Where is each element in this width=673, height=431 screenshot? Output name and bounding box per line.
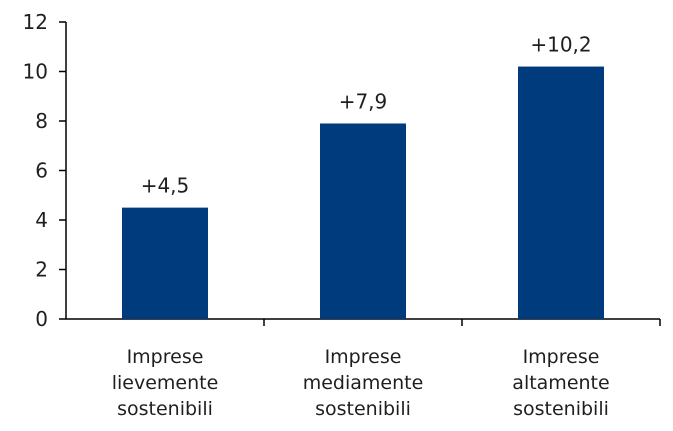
data-label: +7,9: [339, 89, 388, 113]
data-label: +4,5: [141, 174, 190, 198]
category-labels: Imprese lievemente sostenibili Imprese media…: [112, 346, 610, 420]
bars: [122, 66, 604, 319]
y-tick-label: 6: [35, 159, 48, 183]
y-tick-label: 8: [35, 109, 48, 133]
x-category-label-line: Imprese: [127, 346, 204, 368]
x-category-label: Imprese altamente sostenibili: [512, 346, 609, 420]
x-category-label-line: sostenibili: [117, 398, 213, 420]
x-axis: [66, 318, 661, 326]
x-category-label-line: lievemente: [112, 372, 219, 394]
bar: [122, 207, 208, 319]
x-category-label-line: sostenibili: [315, 398, 411, 420]
y-tick-label: 12: [23, 10, 48, 34]
x-category-label-line: Imprese: [523, 346, 600, 368]
x-category-label-line: mediamente: [303, 372, 424, 394]
x-category-label: Imprese mediamente sostenibili: [303, 346, 424, 420]
y-tick-label: 10: [23, 60, 48, 84]
y-tick-label: 4: [35, 208, 48, 232]
x-category-label-line: Imprese: [325, 346, 402, 368]
y-tick-label: 0: [35, 307, 48, 331]
y-tick-label: 2: [35, 258, 48, 282]
x-category-label-line: altamente: [512, 372, 609, 394]
x-category-label: Imprese lievemente sostenibili: [112, 346, 219, 420]
data-label: +10,2: [530, 33, 591, 57]
y-axis: 0 2 4 6 8 10 12: [23, 10, 67, 331]
data-labels: +4,5 +7,9 +10,2: [141, 33, 592, 198]
bar: [320, 123, 406, 319]
x-category-label-line: sostenibili: [513, 398, 609, 420]
bar: [518, 66, 604, 319]
